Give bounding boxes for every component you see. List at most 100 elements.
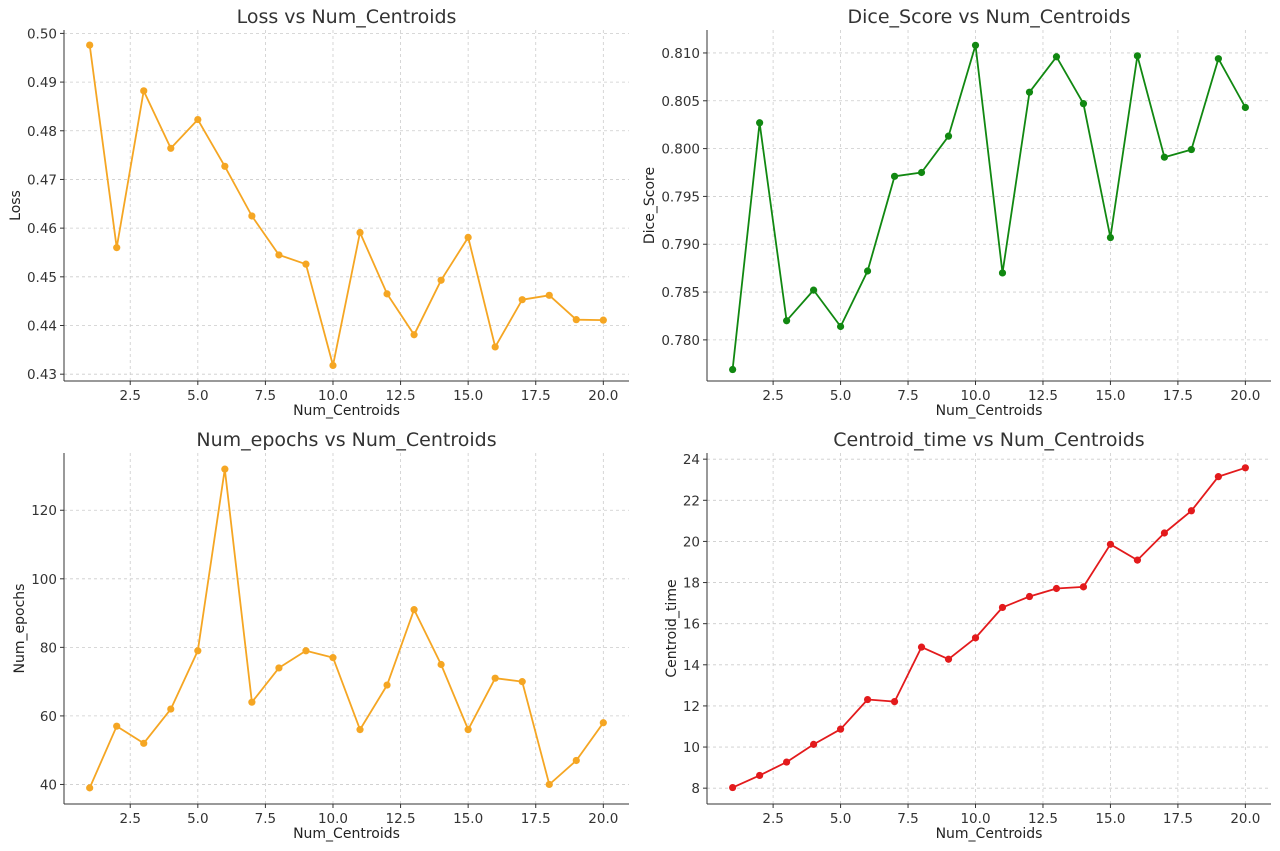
series (729, 464, 1249, 792)
y-axis-label: Dice_Score (642, 167, 658, 244)
x-tick-label: 5.0 (187, 811, 208, 827)
series (86, 41, 607, 370)
chart-title: Dice_Score vs Num_Centroids (848, 6, 1131, 28)
data-point (194, 115, 202, 124)
data-point (329, 654, 337, 662)
x-tick-label: 2.5 (119, 388, 140, 404)
y-tick-label: 0.800 (661, 142, 700, 158)
axes (63, 30, 629, 382)
data-point (491, 343, 499, 351)
data-point (1133, 556, 1142, 564)
data-point (86, 784, 94, 792)
x-tick-label: 7.5 (897, 811, 918, 827)
data-point (221, 162, 229, 170)
data-point (836, 725, 845, 733)
data-point (1079, 100, 1088, 108)
data-point (275, 664, 283, 672)
data-point (383, 681, 391, 689)
y-tick-label: 0.47 (27, 172, 57, 188)
y-tick-label: 8 (691, 781, 700, 797)
x-tick-label: 12.5 (386, 388, 416, 404)
data-point (863, 267, 872, 275)
x-tick-label: 17.5 (1163, 388, 1193, 404)
data-point (1214, 55, 1222, 63)
data-point (545, 780, 553, 789)
data-point (998, 603, 1007, 612)
y-tick-label: 0.43 (27, 367, 57, 383)
x-tick-label: 17.5 (1163, 811, 1193, 827)
x-tick-label: 2.5 (119, 811, 140, 827)
data-point (783, 758, 791, 766)
data-point (971, 634, 980, 642)
data-point (971, 41, 980, 49)
data-point (221, 465, 229, 473)
data-point (275, 251, 283, 259)
x-tick-label: 17.5 (521, 811, 551, 827)
data-point (437, 276, 445, 284)
x-tick-label: 7.5 (255, 811, 276, 827)
y-tick-label: 0.50 (27, 26, 57, 42)
data-point (917, 643, 926, 651)
data-point (1241, 103, 1249, 112)
data-point (1160, 153, 1169, 161)
data-point (917, 168, 926, 177)
y-tick-label: 0.46 (27, 221, 57, 237)
x-tick-label: 5.0 (187, 388, 208, 404)
x-tick-label: 2.5 (762, 811, 783, 827)
y-tick-label: 80 (40, 640, 57, 656)
series-line (88, 44, 604, 367)
subplot-num-epochs: 2.5 5.0 7.5 10.0 12.5 15.0 17.5 20.0 40 60 80 100 12… (12, 429, 629, 842)
y-tick-label: 24 (683, 452, 700, 468)
x-tick-label: 10.0 (960, 388, 990, 404)
grid-lines (707, 453, 1271, 804)
x-tick-label: 5.0 (830, 811, 851, 827)
y-tick-label: 0.48 (27, 124, 57, 140)
series-line (88, 468, 605, 789)
x-axis-label: Num_Centroids (293, 826, 400, 842)
x-tick-label: 2.5 (762, 388, 783, 404)
x-tick-label: 12.5 (1028, 388, 1058, 404)
data-point (729, 365, 737, 374)
data-point (756, 119, 764, 127)
data-point (491, 674, 499, 682)
data-point (572, 316, 580, 324)
data-point (194, 647, 202, 655)
data-point (383, 290, 391, 298)
data-point (1106, 233, 1115, 242)
x-tick-label: 20.0 (588, 811, 618, 827)
y-axis-label: Loss (8, 190, 24, 221)
chart-title: Loss vs Num_Centroids (237, 6, 457, 28)
x-tick-label: 10.0 (318, 388, 348, 404)
series (729, 41, 1249, 374)
data-point (113, 244, 121, 252)
x-tick-label: 20.0 (1230, 811, 1260, 827)
grid-lines (64, 30, 629, 381)
data-point (140, 87, 148, 95)
y-tick-label: 0.790 (661, 237, 700, 253)
y-tick-label: 20 (683, 534, 700, 550)
data-point (356, 726, 364, 734)
ticks: 2.5 5.0 7.5 10.0 12.5 15.0 17.5 20.0 8 10 12 14 16 18… (683, 452, 1261, 827)
y-tick-label: 0.45 (27, 270, 57, 286)
data-point (1025, 592, 1034, 601)
subplot-dice-score: 2.5 5.0 7.5 10.0 12.5 15.0 17.5 20.0 0.780 0.785 0… (642, 6, 1271, 419)
data-point (863, 695, 872, 704)
y-tick-label: 14 (683, 658, 700, 674)
subplot-centroid-time: 2.5 5.0 7.5 10.0 12.5 15.0 17.5 20.0 8 10 12 14 16 18… (664, 429, 1271, 842)
y-tick-label: 16 (683, 617, 700, 633)
y-axis-label: Centroid_time (664, 579, 680, 677)
data-point (140, 739, 148, 747)
y-tick-label: 100 (31, 572, 57, 588)
data-point (998, 269, 1007, 277)
x-axis-label: Num_Centroids (936, 826, 1043, 842)
data-point (248, 698, 256, 706)
data-point (410, 331, 418, 339)
y-tick-label: 0.44 (27, 319, 57, 335)
axes (706, 30, 1271, 382)
x-tick-label: 5.0 (830, 388, 851, 404)
data-point (167, 705, 175, 713)
data-point (836, 322, 845, 331)
x-tick-label: 20.0 (588, 388, 618, 404)
y-tick-label: 22 (683, 493, 700, 509)
